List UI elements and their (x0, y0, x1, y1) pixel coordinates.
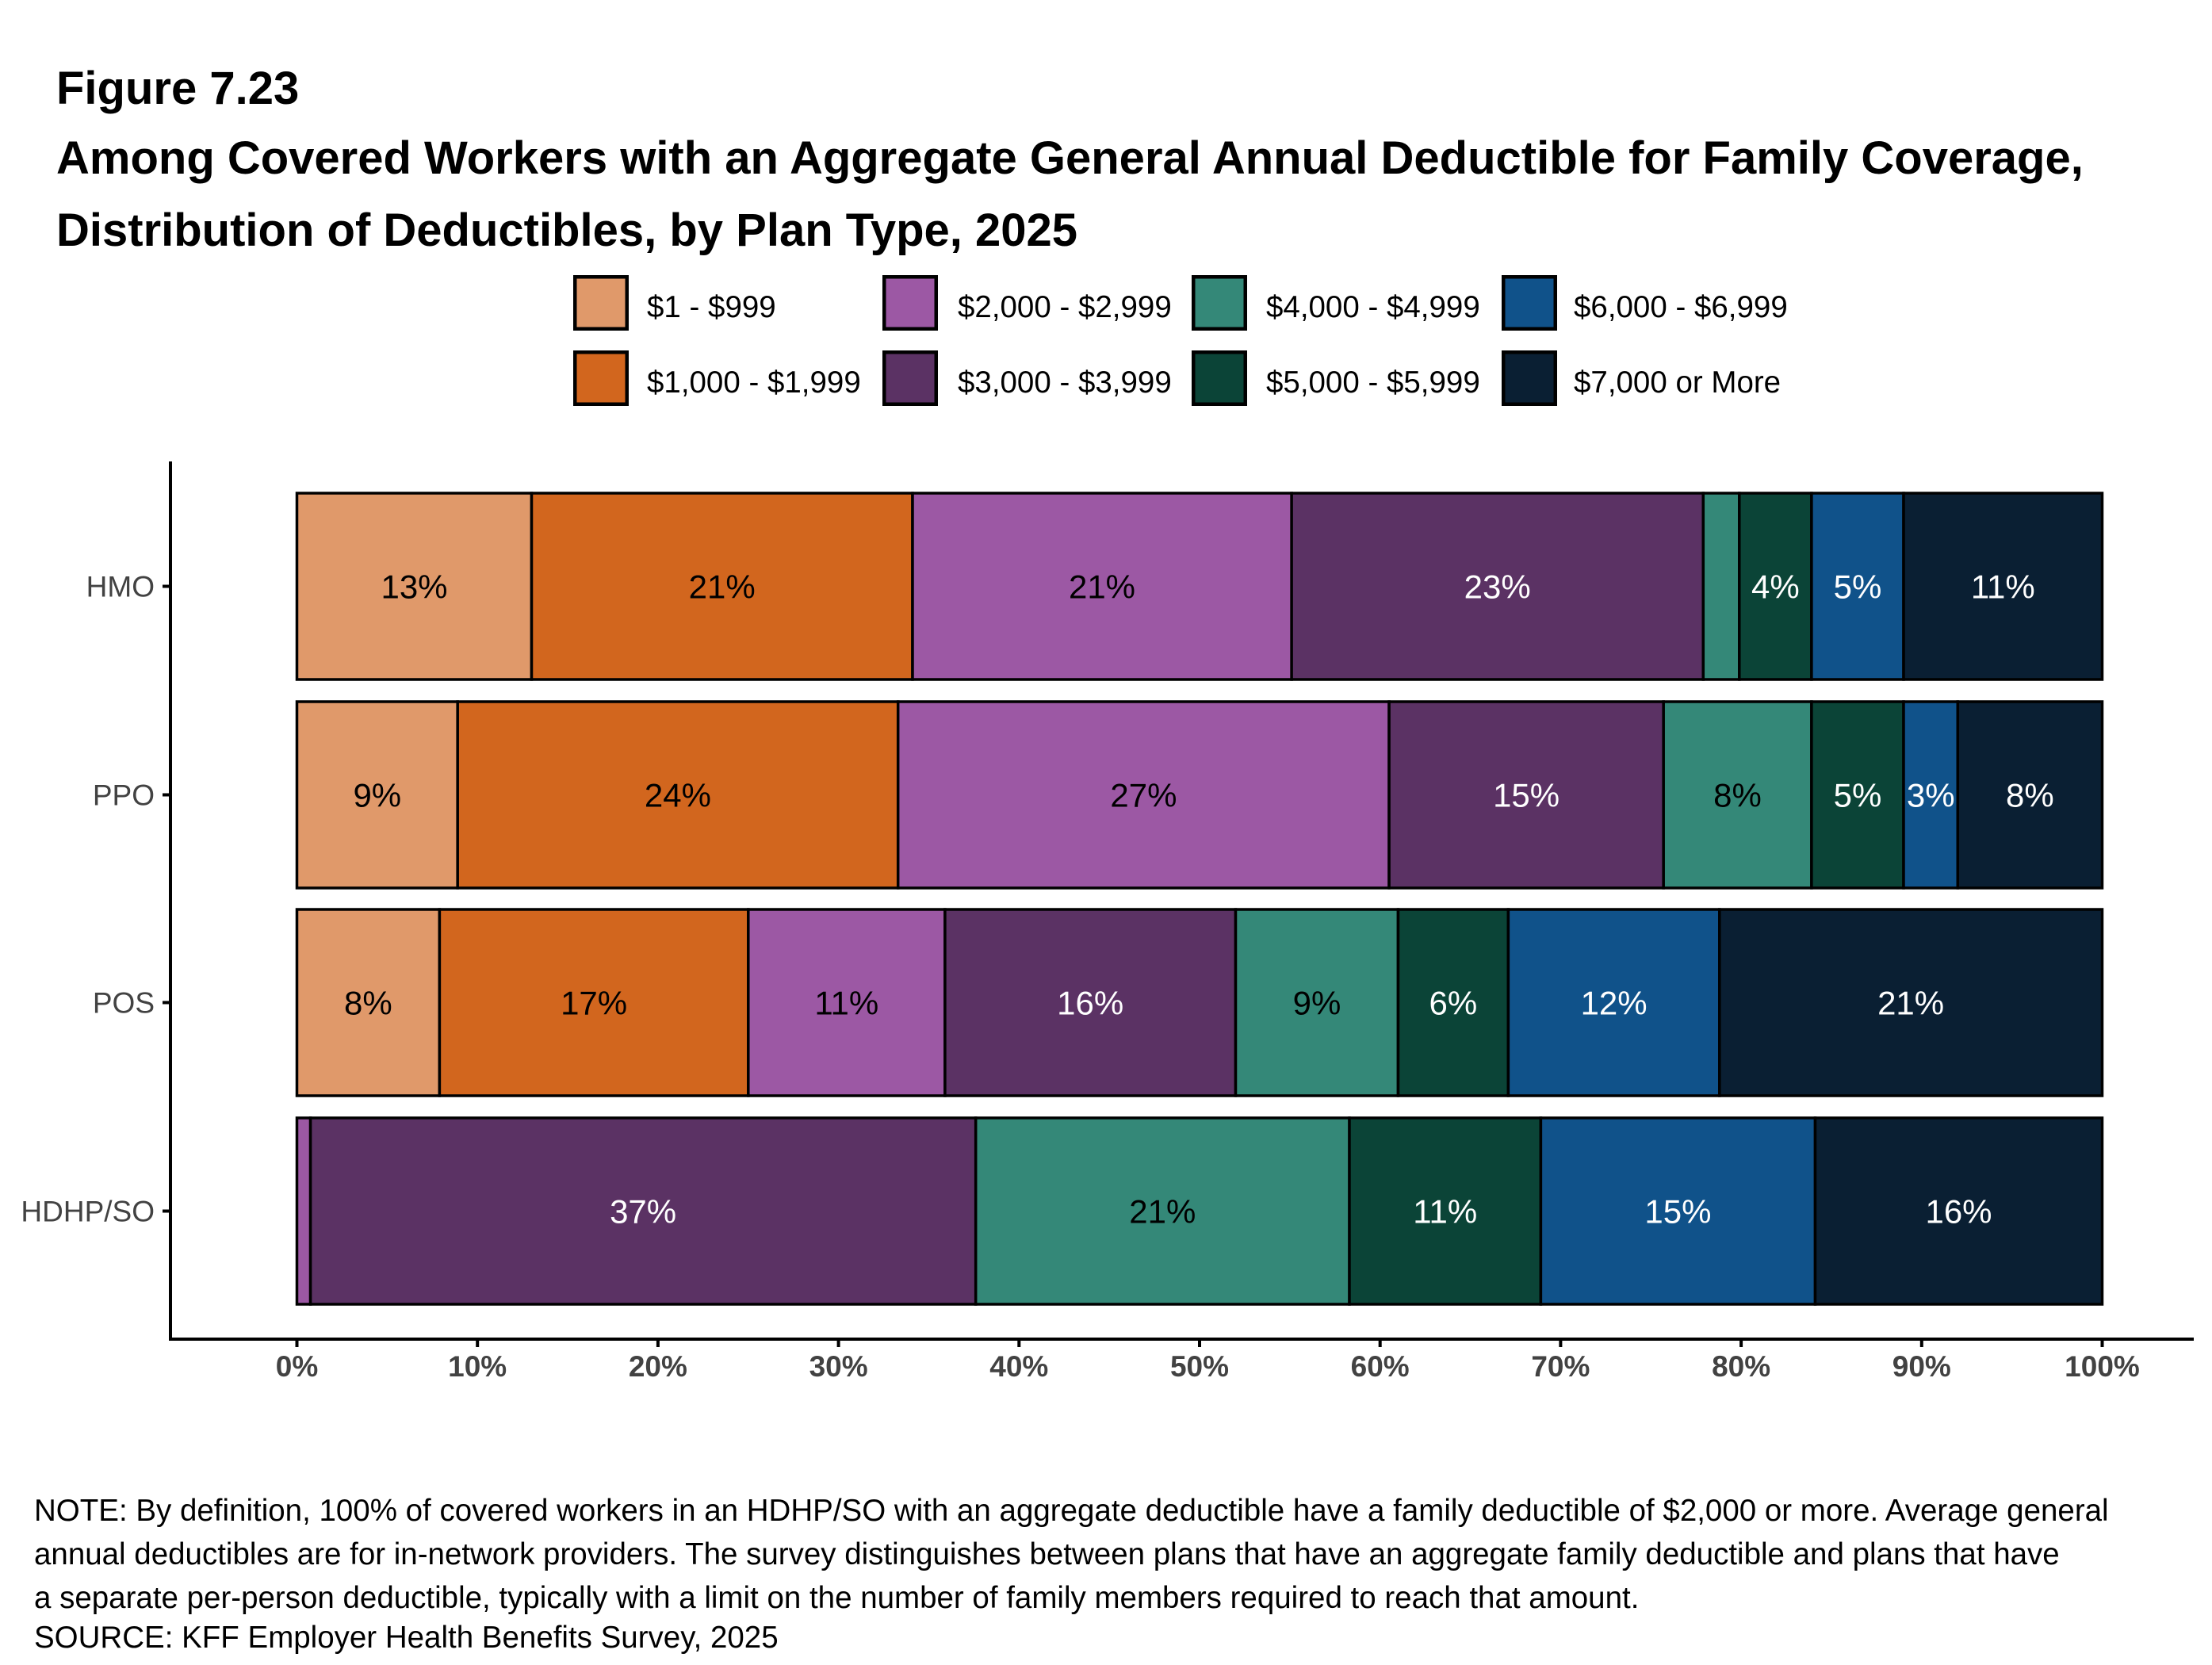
svg-text:90%: 90% (1892, 1350, 1951, 1383)
svg-text:16%: 16% (1057, 985, 1123, 1022)
svg-text:11%: 11% (814, 985, 878, 1022)
svg-text:23%: 23% (1464, 568, 1531, 606)
svg-text:17%: 17% (561, 985, 627, 1022)
svg-text:21%: 21% (689, 568, 756, 606)
svg-text:9%: 9% (1293, 985, 1341, 1022)
svg-text:11%: 11% (1971, 568, 2035, 606)
svg-text:4%: 4% (1751, 568, 1800, 606)
svg-text:a separate per-person deductib: a separate per-person deductible, typica… (34, 1581, 1639, 1615)
svg-text:16%: 16% (1925, 1193, 1992, 1231)
svg-text:8%: 8% (1713, 777, 1762, 814)
svg-text:$5,000 - $5,999: $5,000 - $5,999 (1266, 366, 1480, 400)
svg-text:11%: 11% (1413, 1193, 1477, 1231)
svg-text:annual deductibles are for in-: annual deductibles are for in-network pr… (34, 1537, 2060, 1571)
svg-text:20%: 20% (629, 1350, 687, 1383)
svg-text:HMO: HMO (86, 571, 155, 603)
svg-text:$1 - $999: $1 - $999 (647, 290, 776, 324)
svg-text:NOTE: By definition, 100% of c: NOTE: By definition, 100% of covered wor… (34, 1494, 2109, 1528)
svg-text:10%: 10% (448, 1350, 507, 1383)
svg-text:Figure 7.23: Figure 7.23 (56, 63, 299, 114)
svg-text:$6,000 - $6,999: $6,000 - $6,999 (1574, 290, 1788, 324)
svg-text:21%: 21% (1129, 1193, 1196, 1231)
svg-text:Distribution of Deductibles, b: Distribution of Deductibles, by Plan Typ… (56, 205, 1077, 256)
svg-text:$3,000 - $3,999: $3,000 - $3,999 (958, 366, 1172, 400)
svg-text:12%: 12% (1581, 985, 1648, 1022)
svg-text:8%: 8% (344, 985, 392, 1022)
svg-text:$2,000 - $2,999: $2,000 - $2,999 (958, 290, 1172, 324)
svg-text:15%: 15% (1493, 777, 1559, 814)
svg-text:27%: 27% (1110, 777, 1177, 814)
svg-text:6%: 6% (1429, 985, 1478, 1022)
svg-text:$7,000 or More: $7,000 or More (1574, 366, 1781, 400)
svg-text:PPO: PPO (93, 779, 155, 812)
svg-text:9%: 9% (353, 777, 401, 814)
svg-text:30%: 30% (809, 1350, 868, 1383)
svg-text:21%: 21% (1069, 568, 1135, 606)
svg-text:5%: 5% (1834, 568, 1882, 606)
svg-text:0%: 0% (276, 1350, 318, 1383)
svg-text:SOURCE: KFF Employer Health Be: SOURCE: KFF Employer Health Benefits Sur… (34, 1621, 779, 1655)
svg-text:21%: 21% (1877, 985, 1944, 1022)
svg-text:HDHP/SO: HDHP/SO (21, 1196, 155, 1228)
svg-text:8%: 8% (2006, 777, 2054, 814)
svg-text:50%: 50% (1170, 1350, 1229, 1383)
svg-text:$4,000 - $4,999: $4,000 - $4,999 (1266, 290, 1480, 324)
svg-text:80%: 80% (1712, 1350, 1770, 1383)
svg-text:60%: 60% (1351, 1350, 1410, 1383)
svg-text:70%: 70% (1531, 1350, 1590, 1383)
svg-text:24%: 24% (645, 777, 711, 814)
svg-text:Among Covered Workers with an: Among Covered Workers with an Aggregate … (56, 132, 2084, 184)
svg-text:5%: 5% (1834, 777, 1882, 814)
svg-text:40%: 40% (989, 1350, 1048, 1383)
svg-text:15%: 15% (1644, 1193, 1711, 1231)
svg-text:13%: 13% (381, 568, 447, 606)
svg-text:37%: 37% (610, 1193, 676, 1231)
svg-text:100%: 100% (2065, 1350, 2140, 1383)
svg-text:$1,000 - $1,999: $1,000 - $1,999 (647, 366, 861, 400)
svg-text:POS: POS (93, 987, 155, 1020)
svg-text:3%: 3% (1907, 777, 1955, 814)
